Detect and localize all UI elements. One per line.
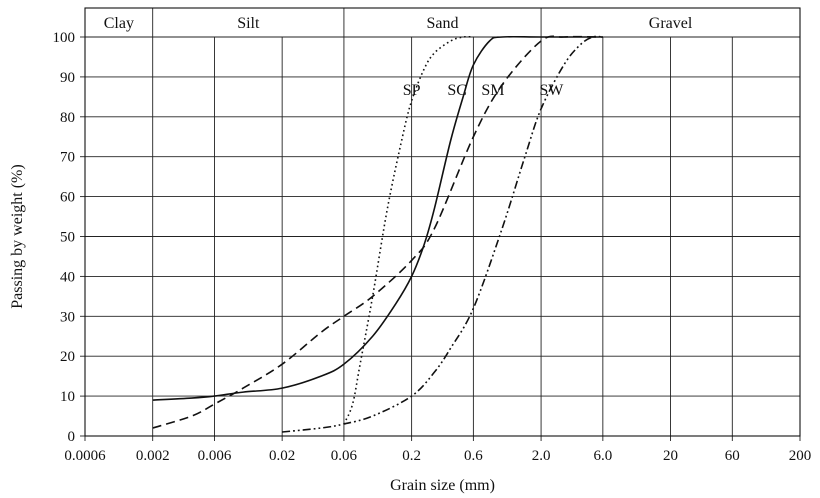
y-tick-label: 0 [68,429,76,445]
series-labels: SP SC SM SW [403,82,565,99]
band-label-silt: Silt [237,15,260,32]
y-tick-label: 20 [60,349,75,365]
band-label-gravel: Gravel [649,15,693,32]
horizontal-gridlines [80,36,800,437]
y-tick-label: 30 [60,309,75,325]
y-axis-title: Passing by weight (%) [9,164,26,308]
x-tick-label: 20 [663,448,678,464]
y-tick-label: 60 [60,190,75,206]
y-tick-label: 50 [60,230,75,246]
y-tick-labels: 0 10 20 30 40 50 60 70 80 90 100 [53,30,76,445]
x-tick-label: 0.2 [402,448,421,464]
y-tick-label: 100 [53,30,76,46]
y-tick-label: 70 [60,150,75,166]
soil-band-row: Clay Silt Sand Gravel [85,8,800,38]
x-tick-label: 0.6 [464,448,483,464]
band-label-sand: Sand [427,15,459,32]
x-tick-label: 0.006 [198,448,232,464]
x-tick-label: 2.0 [532,448,551,464]
series-label-sm: SM [481,82,504,99]
vertical-gridlines [84,37,801,441]
x-tick-label: 60 [725,448,740,464]
plot-frame [84,7,801,437]
x-tick-label: 200 [789,448,812,464]
band-label-clay: Clay [104,15,134,32]
y-tick-label: 10 [60,389,75,405]
y-tick-label: 80 [60,110,75,126]
y-tick-label: 90 [60,70,75,86]
curve-sm [152,35,603,429]
series-label-sw: SW [539,82,564,99]
x-tick-label: 0.02 [269,448,295,464]
y-tick-label: 40 [60,269,75,285]
curve-sw [282,35,603,433]
curve-sc [152,35,603,401]
x-tick-label: 0.0006 [64,448,106,464]
x-tick-labels: 0.0006 0.002 0.006 0.02 0.06 0.2 0.6 2.0 6.0 20 60… [64,448,811,464]
gradation-curves [152,35,603,433]
x-tick-label: 6.0 [593,448,612,464]
x-tick-label: 0.06 [331,448,358,464]
x-tick-label: 0.002 [136,448,170,464]
series-label-sp: SP [403,82,421,99]
x-axis-title: Grain size (mm) [390,477,495,494]
series-label-sc: SC [447,82,467,99]
